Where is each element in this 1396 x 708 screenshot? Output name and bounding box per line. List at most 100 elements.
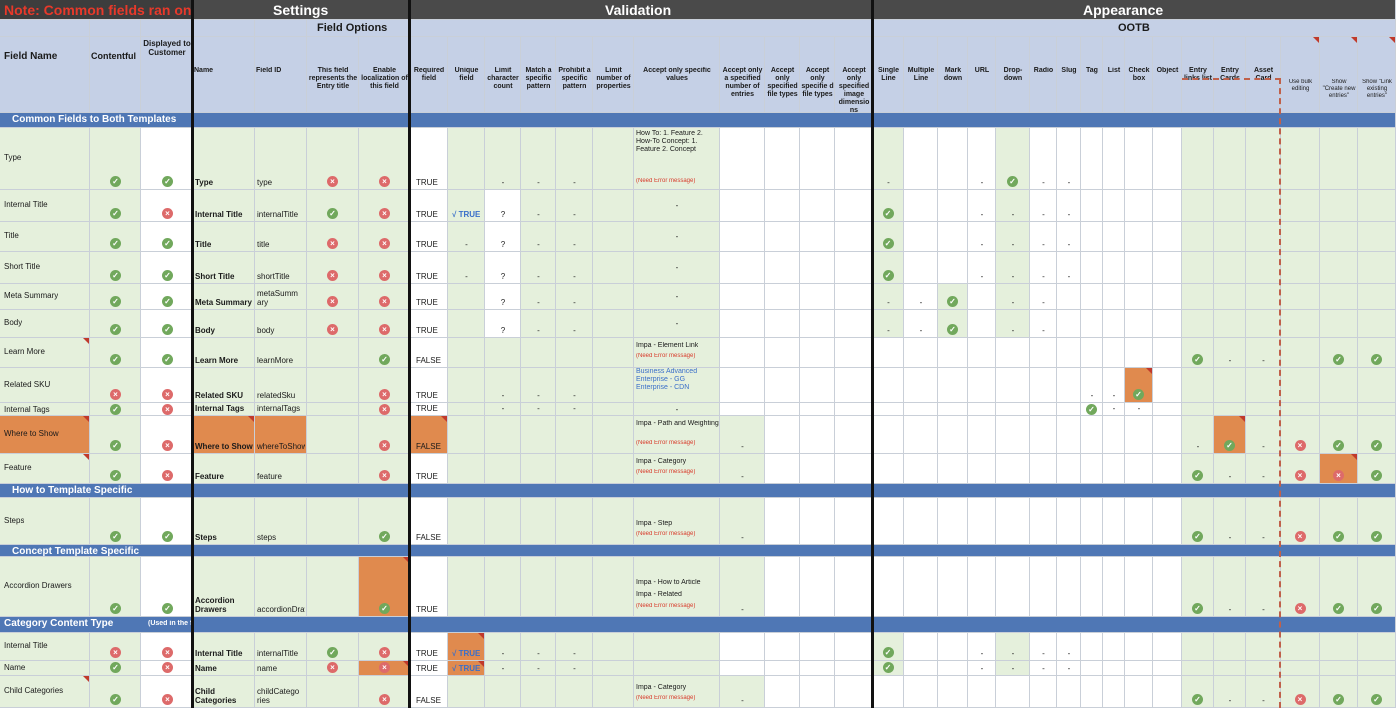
appearance-cell: ✓ (1182, 454, 1214, 484)
appearance-cell (1030, 403, 1057, 416)
appearance-value: - (887, 297, 890, 307)
validation-cell (593, 284, 634, 310)
validation-cell: - (448, 222, 485, 252)
contentful-cell: ✓ (90, 310, 141, 338)
appearance-cell: ✓ (1081, 403, 1103, 416)
validation-value: - (537, 271, 540, 281)
appearance-cell: - (904, 310, 938, 338)
validation-cell (835, 368, 873, 403)
column-header: Mark down (938, 37, 968, 113)
validation-cell (765, 403, 800, 416)
name-cell: Where to Show (193, 416, 255, 454)
band-fill (193, 545, 1396, 557)
validation-cell (835, 498, 873, 545)
name-cell: Child Categories (193, 676, 255, 708)
appearance-cell (1358, 633, 1396, 661)
appearance-cell (938, 128, 968, 190)
validation-value: ? (500, 297, 506, 307)
validation-cell: - (556, 190, 593, 222)
name-cell: Internal Title (193, 190, 255, 222)
accept-values-cell: Impa - Path and Weighting (Need Error mes… (634, 416, 720, 454)
appearance-value: - (1196, 441, 1200, 451)
validation-cell (521, 676, 556, 708)
localization-cell: × (359, 310, 410, 338)
validation-cell (800, 633, 835, 661)
column-header: Multiple Line (904, 37, 938, 113)
appearance-cell (1081, 128, 1103, 190)
appearance-cell: - (1246, 676, 1281, 708)
field-name: Accordion Drawers (195, 595, 235, 614)
column-header: Field ID (255, 37, 307, 113)
appearance-cell (1125, 633, 1153, 661)
accept-value: Impa - How to Article (636, 579, 701, 586)
entry-title-cell: × (307, 661, 359, 676)
row-label: Body (4, 318, 23, 327)
appearance-cell (1081, 454, 1103, 484)
check-circle-icon: ✓ (162, 531, 173, 542)
validation-value: - (501, 390, 505, 400)
displayed-cell: × (141, 661, 193, 676)
column-header-text: Accept only specified image dimensio ns (838, 67, 870, 113)
validation-cell: - (556, 284, 593, 310)
row-label: Related SKU (4, 379, 51, 389)
localization-cell: × (359, 222, 410, 252)
validation-cell (593, 338, 634, 368)
appearance-cell: ✓ (873, 633, 904, 661)
validation-cell: - (521, 190, 556, 222)
check-circle-icon: ✓ (110, 531, 121, 542)
required-cell: FALSE (410, 338, 448, 368)
cross-circle-icon: × (1294, 603, 1306, 614)
field-id-cell: body (255, 310, 307, 338)
validation-cell (800, 222, 835, 252)
settings-title: Settings (273, 2, 329, 18)
cross-circle-icon: × (162, 662, 173, 673)
required-cell: FALSE (410, 676, 448, 708)
entry-title-cell (307, 557, 359, 617)
appearance-cell: ✓ (1358, 676, 1396, 708)
appearance-cell: - (904, 284, 938, 310)
appearance-cell: ✓ (1320, 557, 1358, 617)
validation-cell (720, 403, 765, 416)
entry-title-cell (307, 498, 359, 545)
appearance-cell (1057, 310, 1081, 338)
appearance-cell (1103, 190, 1125, 222)
appearance-value: - (1228, 355, 1232, 365)
displayed-cell: × (141, 190, 193, 222)
check-circle-icon: ✓ (110, 470, 121, 481)
accept-values-cell: Impa - Step (Need Error message) (634, 498, 720, 545)
accept-value: How To: 1. Feature 2. How-To Concept: 1.… (636, 130, 703, 154)
required-cell: TRUE (410, 661, 448, 676)
appearance-cell (938, 190, 968, 222)
validation-cell (556, 676, 593, 708)
appearance-cell: ✓ (938, 284, 968, 310)
appearance-cell (1358, 128, 1396, 190)
field-id-cell: name (255, 661, 307, 676)
displayed-cell: × (141, 368, 193, 403)
validation-cell (835, 416, 873, 454)
appearance-cell (1358, 190, 1396, 222)
comment-marker-icon (83, 416, 89, 422)
validation-cell (448, 368, 485, 403)
appearance-cell (1246, 222, 1281, 252)
appearance-cell: - (873, 284, 904, 310)
validation-cell (593, 368, 634, 403)
required-value: TRUE (416, 471, 438, 481)
accept-value: Business Advanced Enterprise - GG Enterp… (636, 368, 698, 392)
appearance-cell (1030, 557, 1057, 617)
validation-cell (765, 454, 800, 484)
cross-circle-icon: × (162, 694, 173, 705)
displayed-cell: ✓ (141, 557, 193, 617)
appearance-value: - (1067, 663, 1071, 673)
required-cell: TRUE (410, 128, 448, 190)
appearance-cell: - (1030, 661, 1057, 676)
validation-cell (765, 498, 800, 545)
validation-value: - (537, 297, 540, 307)
appearance-cell: ✓ (1182, 676, 1214, 708)
validation-value: - (501, 403, 505, 413)
localization-cell: × (359, 190, 410, 222)
field-name: Steps (195, 532, 217, 542)
accept-entries-value: - (741, 604, 744, 614)
cross-circle-icon: × (1294, 531, 1306, 542)
header-spacer (141, 20, 193, 37)
appearance-cell (1125, 416, 1153, 454)
